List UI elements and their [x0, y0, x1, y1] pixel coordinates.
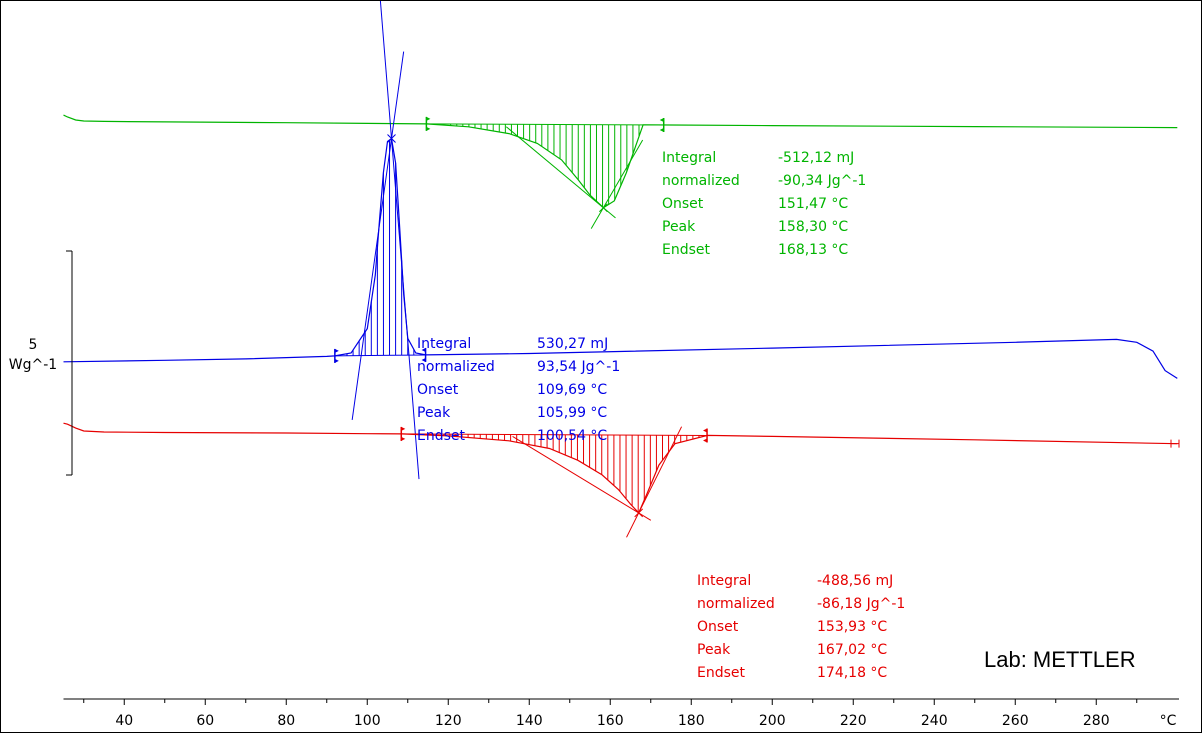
- x-tick-label: 140: [516, 713, 543, 729]
- x-tick-label: 160: [597, 713, 624, 729]
- baseline-blue: [334, 354, 426, 357]
- annotation-label: Onset: [662, 196, 704, 212]
- limit-arrow: [401, 436, 406, 441]
- series-green: [63, 114, 1178, 229]
- curves-layer: [63, 1, 1180, 538]
- annotation-label: Endset: [417, 428, 466, 444]
- series-blue: [63, 1, 1178, 480]
- limit-arrow: [703, 428, 708, 433]
- x-tick-label: 60: [196, 713, 214, 729]
- annotation-green: Integral -512,12 mJ normalized -90,34 Jg^-1…: [662, 150, 866, 258]
- annotation-value: 151,47 °C: [778, 196, 848, 212]
- x-axis-unit: °C: [1160, 713, 1177, 729]
- limit-arrow: [401, 426, 406, 431]
- annotation-value: -86,18 Jg^-1: [817, 596, 905, 612]
- annotation-label: Integral: [417, 336, 471, 352]
- tangent-right: [379, 1, 420, 480]
- annotation-label: normalized: [662, 173, 740, 189]
- end-marker-red: [1170, 439, 1180, 448]
- annotation-value: 530,27 mJ: [537, 336, 608, 352]
- baseline-green: [426, 123, 664, 126]
- annotation-value: 174,18 °C: [817, 665, 887, 681]
- annotations-layer: Integral -512,12 mJ normalized -90,34 Jg^-1…: [417, 150, 905, 681]
- x-axis: 40 60 80 100 120 140 160 180 200 220 240 260 280 °C: [63, 698, 1179, 729]
- limit-arrow: [334, 348, 339, 353]
- hatch-blue: [346, 139, 415, 356]
- limit-arrow: [421, 357, 426, 362]
- annotation-value: 168,13 °C: [778, 242, 848, 258]
- annotation-label: Peak: [417, 405, 451, 421]
- annotation-label: Integral: [697, 573, 751, 589]
- hatch-red: [443, 434, 700, 513]
- x-tick-label: 240: [921, 713, 948, 729]
- annotation-value: 109,69 °C: [537, 382, 607, 398]
- x-tick-label: 260: [1002, 713, 1029, 729]
- x-tick-label: 100: [354, 713, 381, 729]
- x-tick-label: 280: [1083, 713, 1110, 729]
- series-red: [63, 422, 1178, 538]
- annotation-value: -488,56 mJ: [817, 573, 893, 589]
- annotation-value: -512,12 mJ: [778, 150, 854, 166]
- peak-marker: [387, 134, 396, 143]
- annotation-label: Onset: [417, 382, 459, 398]
- y-scale-bar: 5 Wg^-1: [9, 250, 73, 476]
- annotation-red: Integral -488,56 mJ normalized -86,18 Jg^-1…: [697, 573, 905, 681]
- curve-red: [63, 422, 1178, 514]
- x-tick-label: 80: [277, 713, 295, 729]
- scale-bar-unit: Wg^-1: [9, 357, 57, 373]
- annotation-label: Endset: [662, 242, 711, 258]
- annotation-value: 93,54 Jg^-1: [537, 359, 620, 375]
- peak-marker: [599, 203, 608, 213]
- tangent-right: [626, 426, 683, 538]
- limit-arrow: [334, 358, 339, 363]
- annotation-label: normalized: [417, 359, 495, 375]
- tangent-right: [590, 139, 644, 229]
- annotation-blue: Integral 530,27 mJ normalized 93,54 Jg^-1 On…: [417, 336, 620, 444]
- x-tick-label: 40: [115, 713, 133, 729]
- baseline-red: [401, 433, 708, 436]
- annotation-value: 105,99 °C: [537, 405, 607, 421]
- x-tick-label: 120: [435, 713, 462, 729]
- x-tick-label: 180: [678, 713, 705, 729]
- annotation-label: Integral: [662, 150, 716, 166]
- x-tick-label: 220: [840, 713, 867, 729]
- annotation-value: 167,02 °C: [817, 642, 887, 658]
- annotation-value: 100,54 °C: [537, 428, 607, 444]
- annotation-label: Onset: [697, 619, 739, 635]
- annotation-value: -90,34 Jg^-1: [778, 173, 866, 189]
- annotation-value: 158,30 °C: [778, 219, 848, 235]
- limit-arrow: [426, 116, 431, 121]
- annotation-label: Endset: [697, 665, 746, 681]
- annotation-label: Peak: [697, 642, 731, 658]
- annotation-label: Peak: [662, 219, 696, 235]
- x-tick-label: 200: [759, 713, 786, 729]
- tangent-left: [505, 126, 616, 219]
- tangent-left: [351, 51, 405, 421]
- tangent-left: [512, 435, 652, 521]
- limit-arrow: [659, 117, 664, 122]
- limit-arrow: [421, 347, 426, 352]
- annotation-value: 153,93 °C: [817, 619, 887, 635]
- limit-arrow: [703, 438, 708, 443]
- annotation-label: normalized: [697, 596, 775, 612]
- scale-bar-value: 5: [29, 337, 38, 353]
- lab-watermark: Lab: METTLER: [984, 647, 1136, 672]
- limit-arrow: [659, 127, 664, 132]
- limit-arrow: [426, 126, 431, 131]
- peak-marker: [634, 508, 644, 518]
